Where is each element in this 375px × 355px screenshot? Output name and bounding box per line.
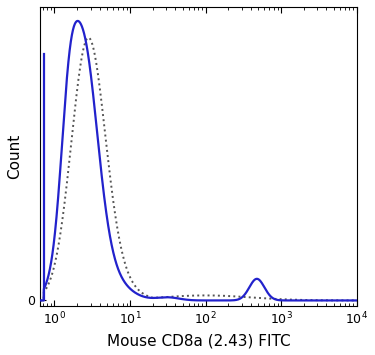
Y-axis label: Count: Count: [7, 134, 22, 179]
X-axis label: Mouse CD8a (2.43) FITC: Mouse CD8a (2.43) FITC: [106, 333, 290, 348]
